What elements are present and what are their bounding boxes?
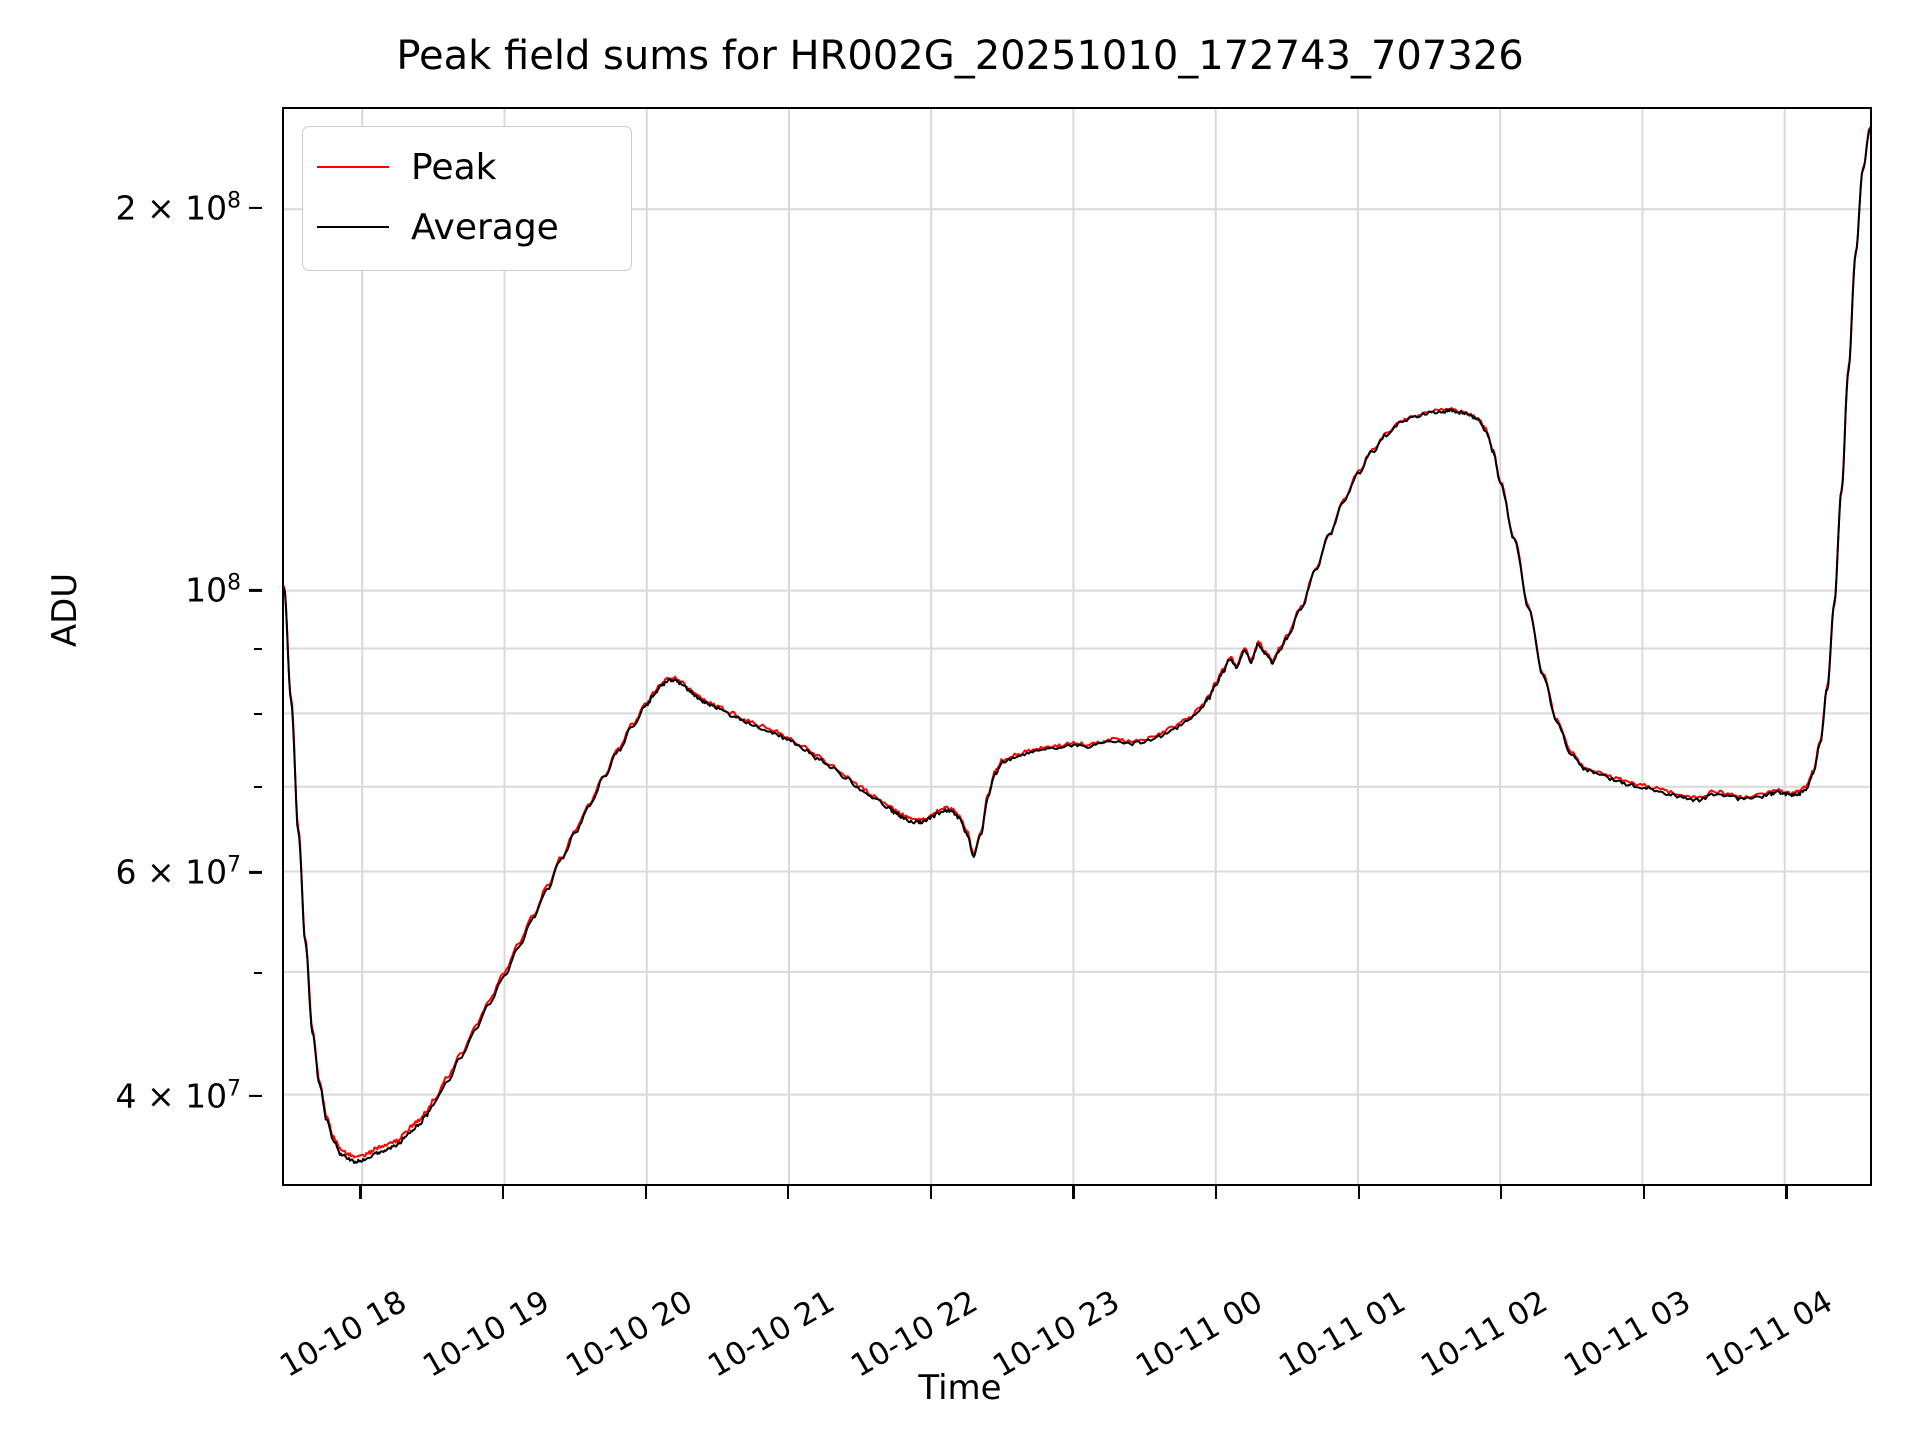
y-tick-label: 6 × 107 (116, 853, 262, 892)
legend-label-peak: Peak (411, 146, 497, 188)
series-line-peak (284, 126, 1870, 1159)
legend-label-average: Average (411, 206, 559, 248)
x-axis-label: Time (918, 1368, 1002, 1408)
legend-swatch-average (317, 226, 389, 228)
y-tick-mark-minor (254, 786, 262, 789)
x-tick-mark (1214, 1186, 1218, 1199)
y-tick-exponent: 7 (227, 1076, 242, 1102)
x-tick-mark (644, 1186, 647, 1199)
plot-svg (284, 109, 1870, 1184)
y-tick-mantissa: 10 (185, 570, 228, 610)
x-tick-mark (1357, 1186, 1360, 1199)
y-tick-mark-minor (254, 206, 262, 209)
y-tick-mark-minor (254, 871, 262, 874)
legend-item-peak[interactable]: Peak (317, 137, 617, 197)
y-tick-label: 2 × 108 (116, 188, 262, 227)
legend-item-average[interactable]: Average (317, 197, 617, 257)
x-tick-mark (787, 1186, 790, 1199)
y-tick-exponent: 7 (227, 852, 242, 878)
y-tick-mark-minor (254, 972, 262, 975)
chart-legend: Peak Average (302, 126, 632, 271)
plot-area (282, 107, 1872, 1186)
x-tick-mark (1500, 1186, 1503, 1199)
y-tick-mark-minor (254, 1095, 262, 1098)
y-tick-exponent: 8 (227, 570, 242, 596)
x-tick-mark (501, 1186, 505, 1199)
legend-swatch-peak (317, 166, 389, 168)
x-tick-mark (1072, 1186, 1075, 1199)
y-tick-mark-minor (254, 647, 262, 650)
y-tick-mark-minor (254, 589, 262, 592)
y-tick-label: 4 × 107 (116, 1077, 262, 1116)
series-line-average (284, 127, 1870, 1165)
y-tick-exponent: 8 (227, 188, 242, 214)
data-series-layer (284, 126, 1870, 1165)
y-tick-mark-minor (254, 712, 262, 715)
x-tick-mark (1642, 1186, 1645, 1199)
y-tick-mantissa: 2 × 10 (115, 188, 228, 228)
chart-title: Peak field sums for HR002G_20251010_1727… (396, 33, 1524, 79)
x-tick-mark (359, 1186, 362, 1199)
x-tick-mark (929, 1186, 932, 1199)
x-tick-mark (1785, 1186, 1788, 1199)
y-axis-tick-labels: 2 × 108 108 6 × 107 4 × 107 (0, 107, 262, 1186)
x-axis-tick-labels: 10-10 18 10-10 19 10-10 20 10-10 21 10-10 22… (274, 1186, 1872, 1392)
grid-lines (284, 109, 1870, 1184)
y-tick-mantissa: 6 × 10 (115, 852, 228, 892)
y-tick-mantissa: 4 × 10 (115, 1076, 228, 1116)
y-tick-label: 108 (185, 571, 262, 610)
